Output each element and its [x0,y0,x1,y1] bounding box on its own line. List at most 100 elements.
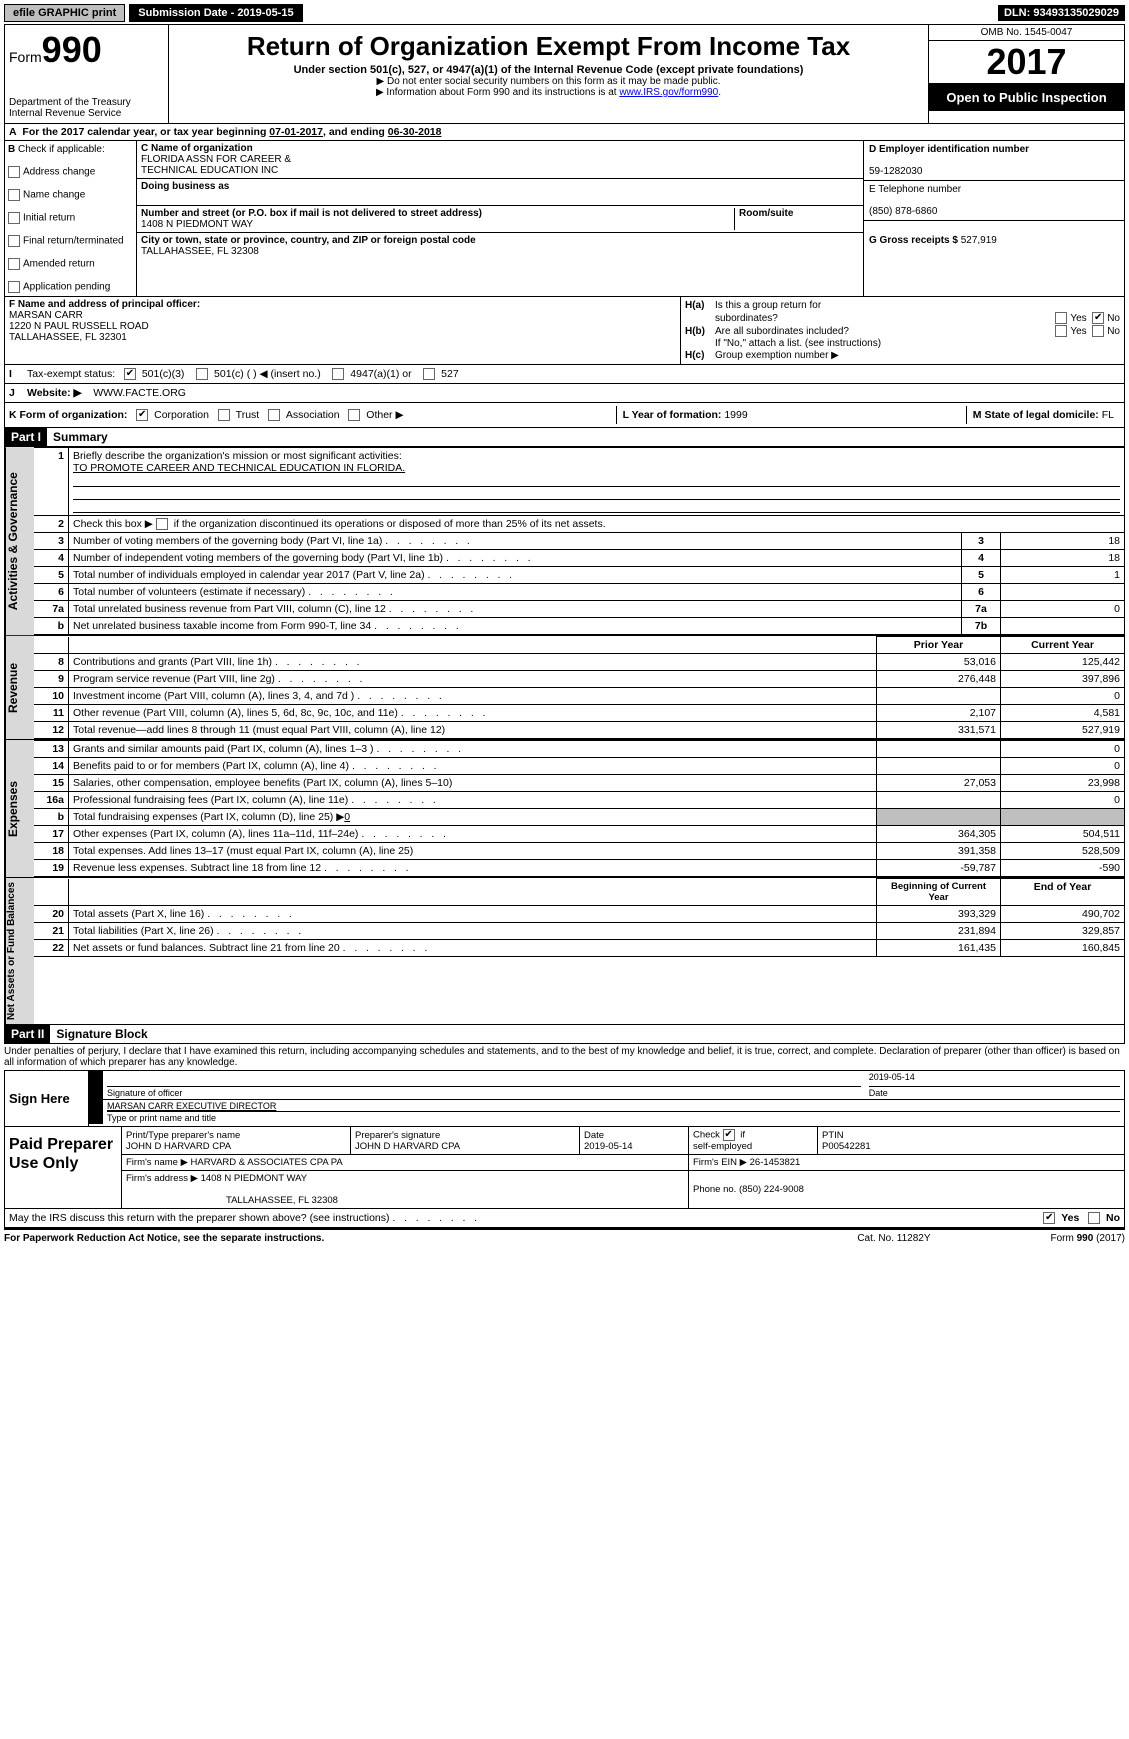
note-instructions: ▶ Information about Form 990 and its ins… [177,87,920,98]
line-11: 11Other revenue (Part VIII, column (A), … [34,705,1124,722]
side-activities: Activities & Governance [5,447,34,635]
line-17: 17Other expenses (Part IX, column (A), l… [34,826,1124,843]
side-net-assets: Net Assets or Fund Balances [5,878,34,1024]
activities-governance-section: Activities & Governance 1 Briefly descri… [4,447,1125,636]
form-ref: Form 990 (2017) [1051,1233,1125,1244]
table-net-assets: Beginning of Current YearEnd of Year 20T… [34,878,1124,957]
form-title: Return of Organization Exempt From Incom… [177,31,920,62]
cb-discuss-no[interactable] [1088,1212,1100,1224]
cb-trust[interactable] [218,409,230,421]
paperwork-notice: For Paperwork Reduction Act Notice, see … [4,1233,324,1244]
row-f-h: F Name and address of principal officer:… [4,297,1125,365]
part1-header: Part I Summary [4,428,1125,447]
year-formation: L Year of formation: 1999 [616,406,754,424]
line-22: 22Net assets or fund balances. Subtract … [34,940,1124,957]
cb-final-return[interactable] [8,235,20,247]
col-b-checkboxes: B Check if applicable: Address change Na… [5,141,137,296]
entity-info-grid: B Check if applicable: Address change Na… [4,141,1125,297]
cb-discontinued[interactable] [156,518,168,530]
irs-label: Internal Revenue Service [9,108,164,119]
cb-address-change[interactable] [8,166,20,178]
line-14: 14Benefits paid to or for members (Part … [34,758,1124,775]
line-9: 9Program service revenue (Part VIII, lin… [34,671,1124,688]
sign-here-block: Sign Here Signature of officer 2019-05-1… [4,1070,1125,1127]
phone-cell: E Telephone number (850) 878-6860 [864,181,1124,221]
line-7b: bNet unrelated business taxable income f… [34,618,1124,635]
cb-name-change[interactable] [8,189,20,201]
note-ssn: ▶ Do not enter social security numbers o… [177,76,920,87]
form-header: Form990 Department of the Treasury Inter… [4,24,1125,124]
cb-app-pending[interactable] [8,281,20,293]
line-2: 2Check this box ▶ if the organization di… [34,516,1124,533]
line-1: 1 Briefly describe the organization's mi… [34,448,1124,516]
cb-initial-return[interactable] [8,212,20,224]
line-16b: bTotal fundraising expenses (Part IX, co… [34,809,1124,826]
city-cell: City or town, state or province, country… [137,233,863,259]
cb-ha-yes[interactable] [1055,312,1067,324]
perjury-statement: Under penalties of perjury, I declare th… [4,1044,1125,1070]
net-assets-header: Beginning of Current YearEnd of Year [34,879,1124,906]
firm-name-row: Firm's name ▶ HARVARD & ASSOCIATES CPA P… [122,1155,1124,1171]
part2-header: Part II Signature Block [4,1025,1125,1044]
revenue-section: Revenue Prior YearCurrent Year 8Contribu… [4,636,1125,740]
arrow-icon [89,1100,103,1124]
org-name-cell: C Name of organization FLORIDA ASSN FOR … [137,141,863,179]
net-assets-section: Net Assets or Fund Balances Beginning of… [4,878,1125,1025]
cb-ha-no[interactable] [1092,312,1104,324]
state-domicile: M State of legal domicile: FL [966,406,1120,424]
form-number: Form990 [9,29,164,71]
typed-name-label: Type or print name and title [107,1113,216,1123]
side-revenue: Revenue [5,636,34,739]
cb-corp[interactable] [136,409,148,421]
table-activities: 1 Briefly describe the organization's mi… [34,447,1124,635]
paid-preparer-label: Paid Preparer Use Only [5,1127,122,1208]
ein-cell: D Employer identification number 59-1282… [864,141,1124,181]
line-18: 18Total expenses. Add lines 13–17 (must … [34,843,1124,860]
arrow-icon [89,1071,103,1099]
line-15: 15Salaries, other compensation, employee… [34,775,1124,792]
table-revenue: Prior YearCurrent Year 8Contributions an… [34,636,1124,739]
efile-button[interactable]: efile GRAPHIC print [4,4,125,22]
preparer-row: Print/Type preparer's nameJOHN D HARVARD… [122,1127,1124,1155]
dba-cell: Doing business as [137,179,863,206]
cb-self-employed[interactable] [723,1129,735,1141]
line-5: 5Total number of individuals employed in… [34,567,1124,584]
expenses-section: Expenses 13Grants and similar amounts pa… [4,740,1125,878]
table-expenses: 13Grants and similar amounts paid (Part … [34,740,1124,877]
cb-4947[interactable] [332,368,344,380]
line-13: 13Grants and similar amounts paid (Part … [34,741,1124,758]
cb-amended[interactable] [8,258,20,270]
cb-other[interactable] [348,409,360,421]
cb-501c3[interactable] [124,368,136,380]
cb-assoc[interactable] [268,409,280,421]
cb-hb-yes[interactable] [1055,325,1067,337]
submission-date: Submission Date - 2019-05-15 [129,4,302,22]
line-21: 21Total liabilities (Part X, line 26)231… [34,923,1124,940]
sig-officer-label: Signature of officer [107,1088,182,1098]
typed-name: MARSAN CARR EXECUTIVE DIRECTOR [107,1101,276,1111]
line-12: 12Total revenue—add lines 8 through 11 (… [34,722,1124,739]
revenue-header: Prior YearCurrent Year [34,637,1124,654]
line-19: 19Revenue less expenses. Subtract line 1… [34,860,1124,877]
tax-year: 2017 [929,41,1124,84]
firm-addr-row: Firm's address ▶ 1408 N PIEDMONT WAYTALL… [122,1171,1124,1209]
irs-link[interactable]: www.IRS.gov/form990 [619,87,718,98]
dept-treasury: Department of the Treasury [9,97,164,108]
omb-number: OMB No. 1545-0047 [929,25,1124,41]
cb-discuss-yes[interactable] [1043,1212,1055,1224]
line-4: 4Number of independent voting members of… [34,550,1124,567]
group-return-section: H(a)Is this a group return for subordina… [681,297,1124,364]
sig-date: 2019-05-14 [869,1072,1120,1087]
row-i-tax-status: ITax-exempt status: 501(c)(3) 501(c) ( )… [4,365,1125,384]
paid-preparer-block: Paid Preparer Use Only Print/Type prepar… [4,1127,1125,1209]
line-10: 10Investment income (Part VIII, column (… [34,688,1124,705]
sign-here-label: Sign Here [5,1071,89,1126]
cb-527[interactable] [423,368,435,380]
page-footer: For Paperwork Reduction Act Notice, see … [4,1228,1125,1247]
row-k-org-form: K Form of organization: Corporation Trus… [4,403,1125,428]
cb-hb-no[interactable] [1092,325,1104,337]
line-8: 8Contributions and grants (Part VIII, li… [34,654,1124,671]
cb-501c[interactable] [196,368,208,380]
form-subtitle: Under section 501(c), 527, or 4947(a)(1)… [177,64,920,76]
row-j-website: JWebsite: ▶ WWW.FACTE.ORG [4,384,1125,403]
